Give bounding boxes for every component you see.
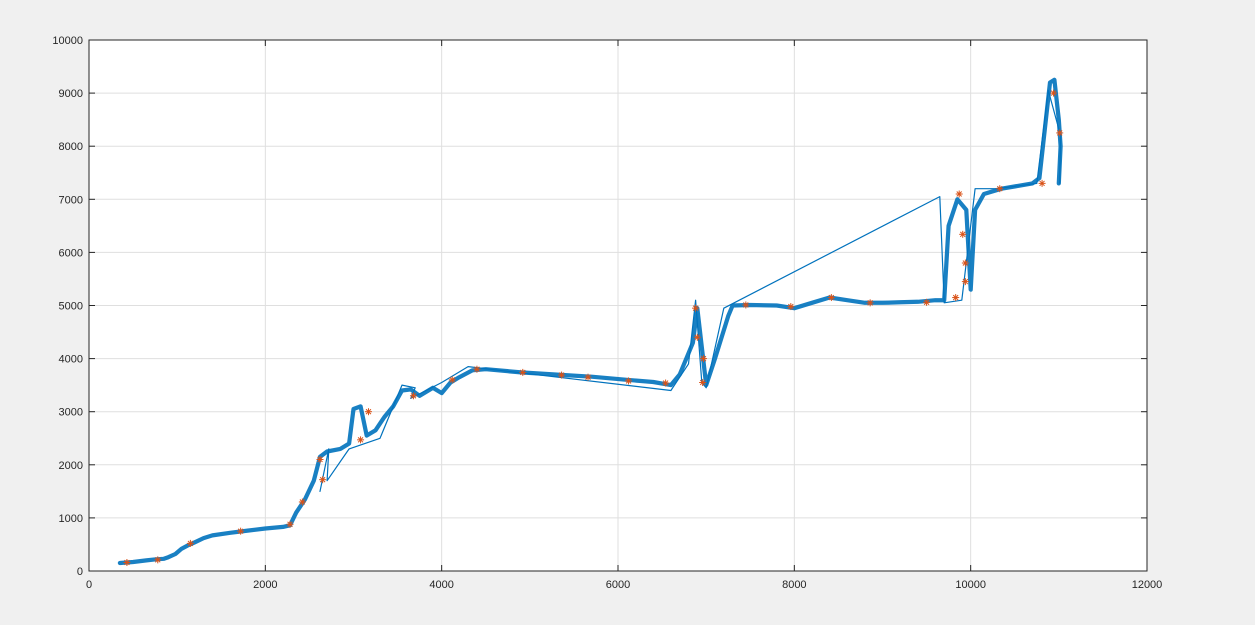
star-marker	[298, 498, 306, 506]
star-marker	[1038, 179, 1046, 187]
star-marker	[558, 371, 566, 379]
x-tick-label: 6000	[606, 579, 630, 591]
x-tick-label: 12000	[1132, 579, 1163, 591]
star-marker	[625, 377, 633, 385]
x-tick-label: 4000	[429, 579, 453, 591]
y-tick-label: 3000	[59, 407, 83, 419]
star-marker	[955, 190, 963, 198]
star-marker	[866, 299, 874, 307]
x-tick-label: 0	[86, 579, 92, 591]
star-marker	[154, 556, 162, 564]
star-marker	[448, 376, 456, 384]
y-tick-label: 6000	[59, 247, 83, 259]
star-marker	[700, 355, 708, 363]
star-marker	[923, 298, 931, 306]
star-marker	[237, 527, 245, 535]
x-tick-label: 8000	[782, 579, 806, 591]
y-tick-label: 0	[77, 566, 83, 578]
plot-area	[117, 77, 1064, 567]
star-marker	[123, 559, 131, 567]
y-tick-label: 8000	[59, 141, 83, 153]
star-marker	[319, 476, 327, 484]
star-marker	[996, 185, 1004, 193]
star-marker	[662, 379, 670, 387]
star-marker	[364, 408, 372, 416]
star-marker	[1050, 89, 1058, 97]
star-marker	[186, 539, 194, 547]
star-marker	[961, 259, 969, 267]
star-marker	[473, 365, 481, 373]
star-marker	[519, 368, 527, 376]
star-marker	[693, 333, 701, 341]
star-marker	[1056, 129, 1064, 137]
y-tick-label: 9000	[59, 88, 83, 100]
star-marker	[959, 230, 967, 238]
x-tick-label: 2000	[253, 579, 277, 591]
star-marker	[409, 392, 417, 400]
y-tick-label: 1000	[59, 513, 83, 525]
star-marker	[316, 455, 324, 463]
star-marker	[286, 520, 294, 528]
y-tick-label: 2000	[59, 460, 83, 472]
star-marker	[692, 304, 700, 312]
star-marker	[584, 373, 592, 381]
star-marker	[961, 278, 969, 286]
axis-ticks: 0 2000 4000 6000 8000 10000 12000 0 1000 2000 3000…	[52, 35, 1162, 591]
star-marker	[357, 436, 365, 444]
y-tick-label: 5000	[59, 301, 83, 313]
star-marker	[827, 294, 835, 302]
y-tick-label: 7000	[59, 194, 83, 206]
star-marker	[952, 294, 960, 302]
y-tick-label: 10000	[52, 35, 83, 47]
star-marker	[742, 301, 750, 309]
star-marker	[787, 303, 795, 311]
y-tick-label: 4000	[59, 354, 83, 366]
x-tick-label: 10000	[955, 579, 986, 591]
star-marker	[699, 378, 707, 386]
